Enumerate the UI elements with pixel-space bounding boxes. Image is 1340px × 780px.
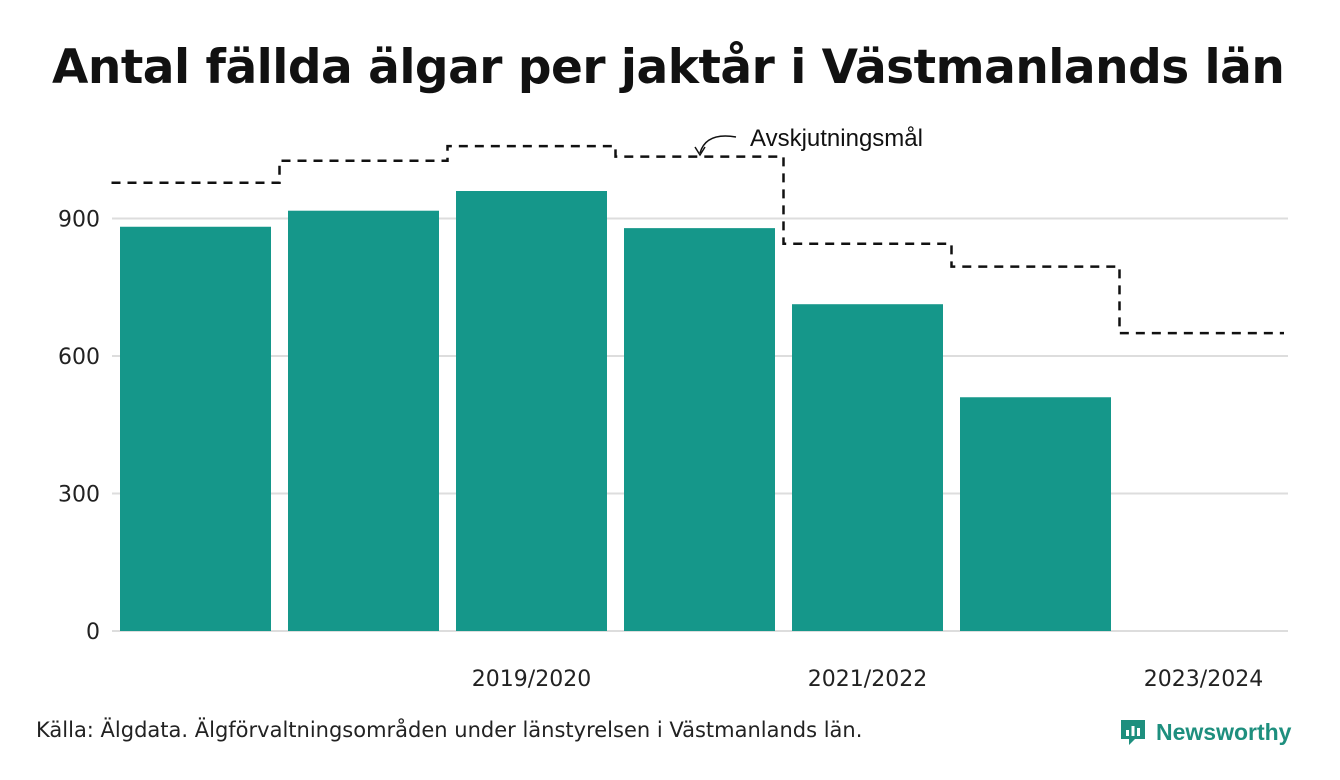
brand-name: Newsworthy (1156, 718, 1292, 745)
annotation-arrow (699, 135, 737, 154)
y-tick-label: 600 (58, 345, 100, 370)
bar (624, 228, 775, 631)
source-note: Källa: Älgdata. Älgförvaltningsområden u… (36, 718, 863, 742)
annotation-label: Avskjutningsmål (750, 125, 923, 152)
bar (456, 191, 607, 631)
bar (288, 210, 439, 632)
target-step-line (111, 144, 1284, 335)
y-tick-label: 900 (58, 208, 100, 233)
x-tick-label: 2021/2022 (808, 667, 927, 692)
newsworthy-logo-icon (1121, 720, 1145, 745)
brand: Newsworthy (1118, 714, 1291, 750)
bar (960, 397, 1111, 631)
bar-chart: 0 300 600 900 2019/2020 2021/2022 2023/2024 Avs… (58, 125, 1288, 692)
annotation-arrowhead (694, 146, 706, 157)
y-tick-label: 0 (86, 620, 100, 645)
x-tick-label: 2023/2024 (1144, 667, 1263, 692)
chart-title: Antal fällda älgar per jaktår i Västmanl… (52, 40, 1285, 95)
y-tick-label: 300 (58, 483, 100, 508)
bar (120, 226, 271, 631)
x-tick-label: 2019/2020 (472, 667, 591, 692)
bar (792, 304, 943, 631)
